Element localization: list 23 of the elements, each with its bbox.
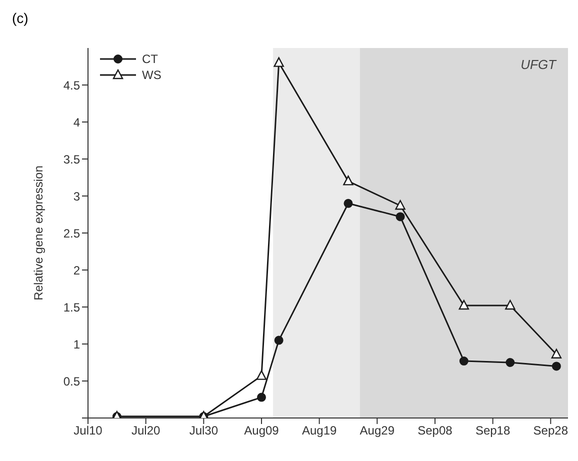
y-tick-label: 3.5 [63,152,80,166]
x-tick-label: Aug19 [302,424,337,438]
legend-label: WS [142,68,162,82]
y-axis-title: Relative gene expression [31,166,46,300]
x-tick-label: Sep08 [418,424,453,438]
x-tick-label: Aug29 [360,424,395,438]
y-tick-label: 1 [73,337,80,352]
y-tick-label: 0.5 [63,374,80,388]
y-tick-label: 3 [73,189,80,204]
x-tick-label: Jul30 [189,424,218,438]
y-tick-label: 4 [73,115,80,130]
x-tick-label: Jul10 [74,424,103,438]
x-tick-label: Aug09 [244,424,280,438]
x-tick-label: Sep18 [475,424,510,438]
chart-title: (c) [12,10,28,26]
band-label: UFGT [520,57,558,72]
y-tick-label: 4.5 [63,78,80,92]
y-tick-label: 2 [73,263,80,278]
x-tick-label: Sep28 [533,424,568,438]
y-tick-label: 1.5 [63,300,80,314]
legend-label: CT [142,52,158,66]
x-tick-label: Jul20 [131,424,160,438]
y-tick-label: 2.5 [63,226,80,240]
